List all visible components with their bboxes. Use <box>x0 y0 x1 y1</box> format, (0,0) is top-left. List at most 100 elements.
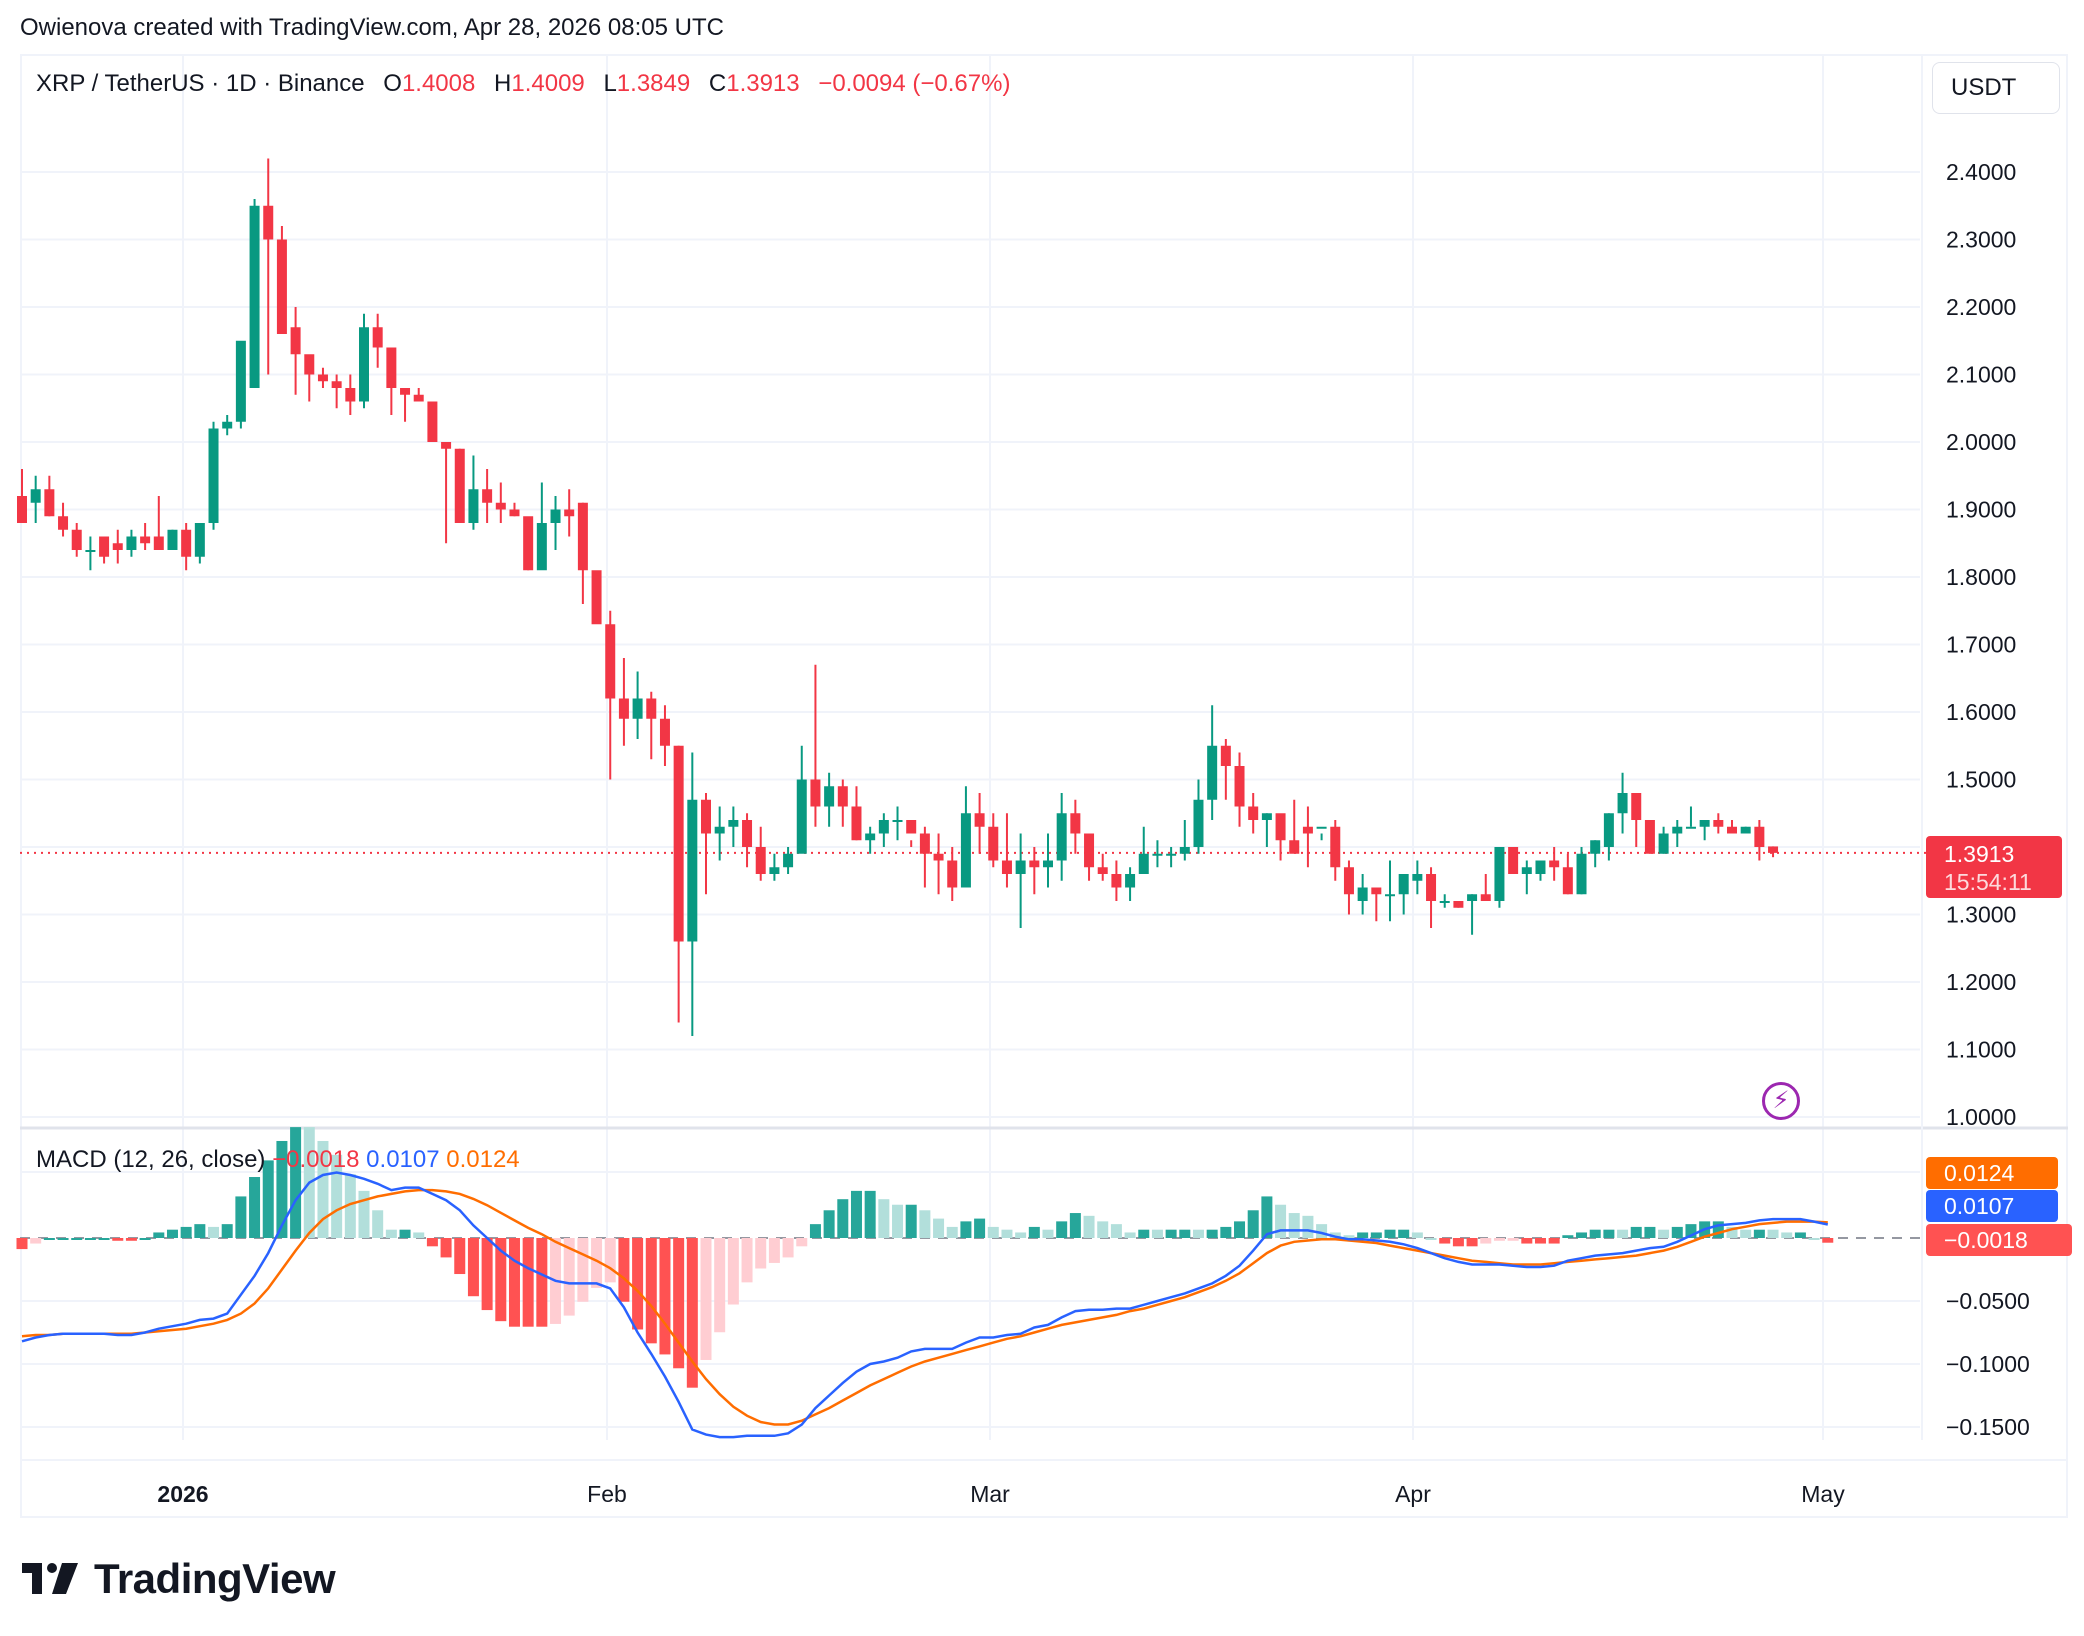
candle <box>618 698 629 719</box>
candle <box>1631 793 1642 820</box>
price-axis-label: 2.1000 <box>1946 362 2016 388</box>
candle <box>1275 813 1286 841</box>
candle <box>317 374 328 382</box>
candle <box>1603 813 1614 847</box>
candle <box>1549 860 1560 868</box>
time-axis-label: May <box>1801 1481 1845 1507</box>
candle <box>701 799 711 834</box>
price-axis-label: 2.0000 <box>1946 429 2016 455</box>
candle <box>1207 745 1218 800</box>
symbol-title[interactable]: XRP / TetherUS · 1D · Binance <box>36 70 365 97</box>
candle <box>1261 813 1272 820</box>
candle <box>591 570 602 625</box>
candle <box>290 327 301 355</box>
macd-axis-label: −0.1000 <box>1946 1351 2030 1377</box>
candle <box>1672 826 1683 834</box>
candle <box>1412 874 1423 881</box>
candle <box>235 340 246 422</box>
candle <box>359 327 369 402</box>
candle <box>1316 826 1327 829</box>
candle <box>1590 840 1601 854</box>
price-axis-label: 1.6000 <box>1946 699 2016 725</box>
candle <box>659 718 670 746</box>
candle <box>1166 853 1177 856</box>
candle <box>933 853 944 861</box>
time-axis-label: Mar <box>970 1481 1010 1507</box>
high-label: H <box>494 70 512 97</box>
candle <box>482 489 493 503</box>
time-axis-label: Feb <box>587 1481 627 1507</box>
candle <box>919 833 930 854</box>
candle <box>632 698 643 719</box>
open-value: 1.4008 <box>401 70 476 97</box>
candle <box>249 205 260 388</box>
candle <box>960 813 971 888</box>
candle <box>1070 813 1081 834</box>
currency-button[interactable]: USDT <box>1932 62 2060 114</box>
last-price-tag: 1.3913 15:54:11 <box>1926 836 2062 898</box>
candle <box>1727 826 1737 834</box>
candle <box>441 442 452 449</box>
candle <box>454 448 465 523</box>
candle <box>673 745 684 942</box>
tradingview-logo[interactable]: TradingView <box>22 1555 336 1603</box>
close-value: 1.3913 <box>726 70 800 97</box>
candle <box>878 820 889 834</box>
price-axis-label: 2.3000 <box>1946 227 2016 253</box>
candle <box>1097 867 1108 874</box>
macd-title[interactable]: MACD (12, 26, close) <box>36 1146 266 1173</box>
candle <box>796 779 807 854</box>
candle <box>728 820 739 827</box>
candle <box>1713 820 1724 827</box>
candle <box>577 502 588 571</box>
candle <box>1467 894 1478 901</box>
last-price-value: 1.3913 <box>1944 841 2015 867</box>
candle <box>837 786 848 807</box>
candle <box>947 860 958 888</box>
candle <box>605 624 616 699</box>
candle <box>783 853 794 868</box>
candle <box>222 421 233 429</box>
candle <box>755 847 766 874</box>
macd-histogram-value: −0.0018 <box>272 1146 360 1173</box>
lightning-icon[interactable]: ⚡ <box>1762 1082 1800 1120</box>
candle <box>1056 813 1067 861</box>
candle <box>550 509 561 523</box>
candle <box>44 489 55 517</box>
candle <box>892 820 903 822</box>
candle <box>810 779 821 807</box>
candle <box>1439 901 1450 903</box>
low-value: 1.3849 <box>616 70 691 97</box>
candle <box>1138 853 1149 874</box>
candle <box>304 354 315 375</box>
bar-countdown: 15:54:11 <box>1944 869 2032 895</box>
candle <box>1357 887 1368 901</box>
price-axis-label: 2.4000 <box>1946 159 2016 185</box>
candle <box>1015 860 1026 874</box>
candle <box>1644 820 1655 854</box>
candle <box>71 529 82 550</box>
candle <box>1768 846 1779 853</box>
candle <box>1179 847 1190 854</box>
candle <box>99 536 110 557</box>
candle <box>1576 853 1587 895</box>
candle <box>1480 894 1491 901</box>
candles <box>17 158 1779 1036</box>
candle <box>1494 847 1505 901</box>
candle <box>1754 826 1765 847</box>
candle <box>974 813 985 827</box>
tradingview-wordmark: TradingView <box>94 1555 336 1602</box>
candle <box>1453 901 1464 908</box>
price-axis-label: 1.5000 <box>1946 767 2016 793</box>
price-axis-label: 1.2000 <box>1946 969 2016 995</box>
time-axis-label: 2026 <box>157 1481 208 1507</box>
candle <box>1220 745 1231 766</box>
candle <box>126 536 137 550</box>
candle <box>112 543 123 550</box>
candle <box>400 388 411 395</box>
candle <box>30 489 41 503</box>
candle <box>687 799 698 942</box>
candle <box>413 394 424 402</box>
price-axis-label: 1.8000 <box>1946 564 2016 590</box>
